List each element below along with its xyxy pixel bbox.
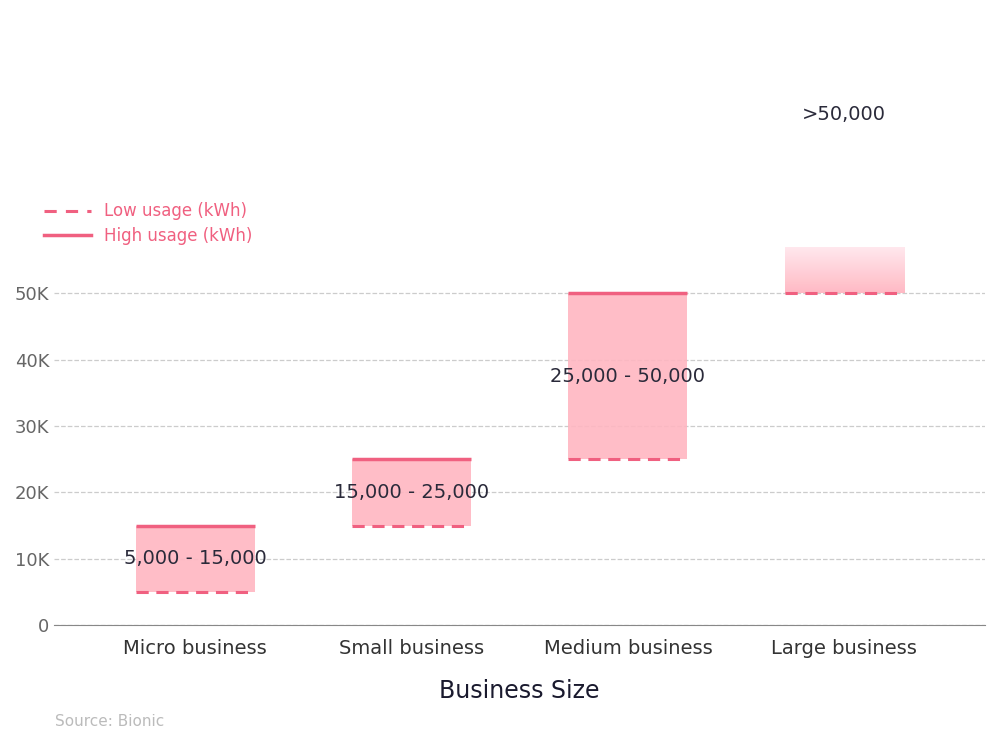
Text: 15,000 - 25,000: 15,000 - 25,000 [334,483,489,502]
Text: 25,000 - 50,000: 25,000 - 50,000 [550,367,705,386]
Legend: Low usage (kWh), High usage (kWh): Low usage (kWh), High usage (kWh) [44,203,252,245]
Bar [352,460,471,525]
Bar [136,525,255,592]
X-axis label: Business Size: Business Size [439,679,600,703]
Text: Source: Bionic: Source: Bionic [55,714,164,729]
Text: >50,000: >50,000 [802,104,886,124]
Text: 5,000 - 15,000: 5,000 - 15,000 [124,549,266,568]
Bar [568,294,687,460]
